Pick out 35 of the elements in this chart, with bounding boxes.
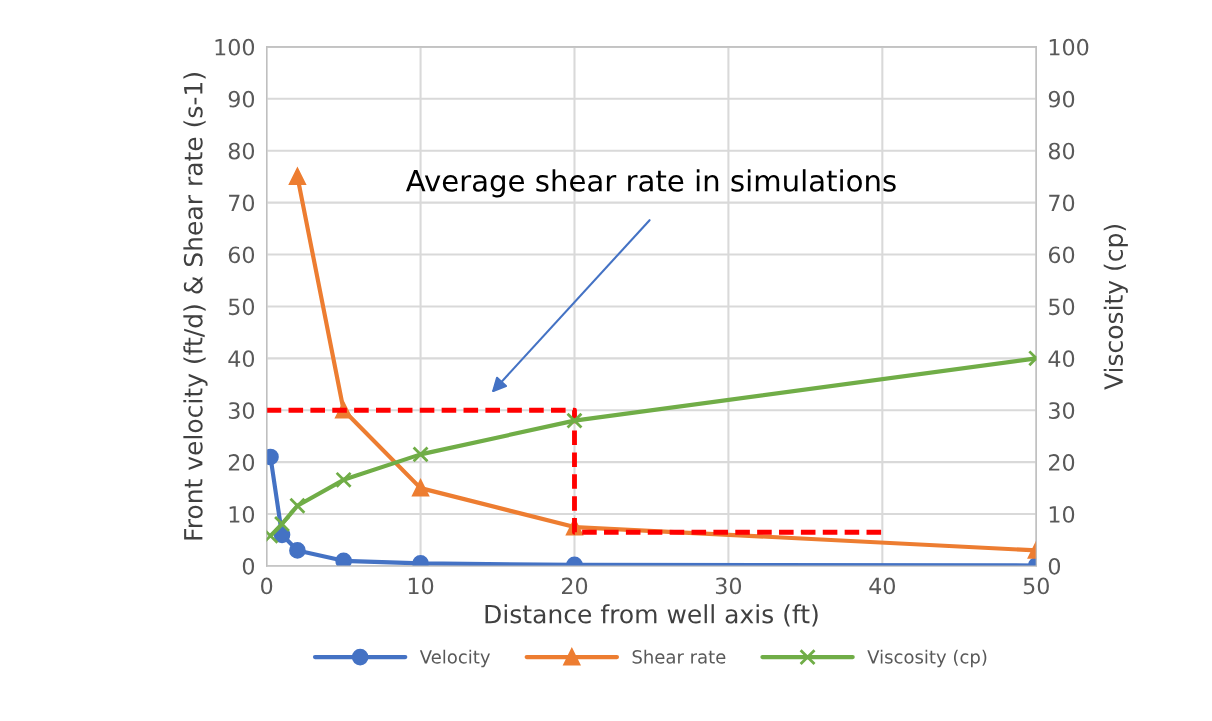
- x-tick-label: 50: [1023, 577, 1049, 595]
- y2-tick-label: 80: [1048, 142, 1075, 160]
- x-axis-title: Distance from well axis (ft): [485, 604, 818, 627]
- y-tick-label: 60: [228, 246, 255, 264]
- y-tick-label: 80: [228, 142, 255, 160]
- legend-label: Shear rate: [632, 649, 726, 664]
- y-tick-label: 30: [228, 402, 255, 420]
- y2-tick-label: 60: [1048, 246, 1075, 264]
- legend-label: Viscosity (cp): [867, 649, 987, 668]
- y-tick-label: 100: [215, 38, 255, 56]
- annotation: Average shear rate in simulations: [405, 169, 896, 198]
- y2-tick-label: 70: [1049, 194, 1075, 212]
- x-tick-label: 20: [561, 577, 588, 595]
- y-tick-label: 50: [228, 298, 255, 316]
- x-tick-label: 10: [408, 577, 434, 595]
- y2-tick-label: 20: [1049, 454, 1075, 471]
- y-axis-title: Front velocity (ft/d) & Shear rate (s-1): [183, 73, 208, 540]
- y-tick-label: 20: [228, 454, 255, 471]
- y-tick-label: 40: [228, 350, 255, 368]
- x-tick-label: 40: [869, 577, 895, 595]
- y-tick-label: 10: [229, 506, 255, 523]
- legend-label: Velocity: [419, 649, 491, 668]
- y2-tick-label: 10: [1049, 506, 1075, 523]
- y-tick-label: 90: [228, 90, 255, 108]
- x-tick-label: 0: [261, 577, 273, 595]
- y2-tick-label: 90: [1048, 90, 1075, 108]
- y2-tick-label: 50: [1049, 298, 1075, 316]
- y2-tick-label: 100: [1049, 38, 1089, 56]
- y2-tick-label: 40: [1048, 350, 1075, 368]
- y-tick-label: 0: [242, 557, 255, 575]
- x-tick-label: 30: [715, 577, 742, 595]
- y2-axis-title: Viscosity (cp): [1103, 224, 1128, 390]
- y2-tick-label: 30: [1049, 402, 1075, 420]
- y2-tick-label: 0: [1048, 557, 1061, 575]
- y-tick-label: 70: [229, 194, 255, 212]
